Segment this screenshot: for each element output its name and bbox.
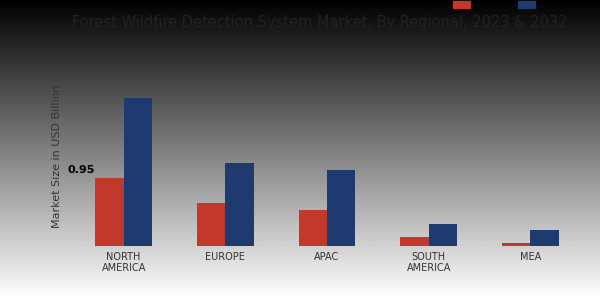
Bar: [197, 203, 226, 246]
Bar: [502, 243, 530, 246]
Bar: [226, 163, 254, 246]
Text: Forest Wildfire Detection System Market, By Regional, 2023 & 2032: Forest Wildfire Detection System Market,…: [72, 15, 568, 30]
Bar: [530, 230, 559, 246]
Bar: [400, 237, 428, 246]
Bar: [95, 178, 124, 246]
Bar: [327, 170, 355, 246]
Bar: [428, 224, 457, 246]
Bar: [299, 210, 327, 246]
Text: 0.95: 0.95: [68, 165, 95, 176]
Legend: 2023, 2032: 2023, 2032: [449, 0, 577, 15]
Y-axis label: Market Size in USD Billion: Market Size in USD Billion: [52, 84, 62, 228]
Bar: [124, 98, 152, 246]
